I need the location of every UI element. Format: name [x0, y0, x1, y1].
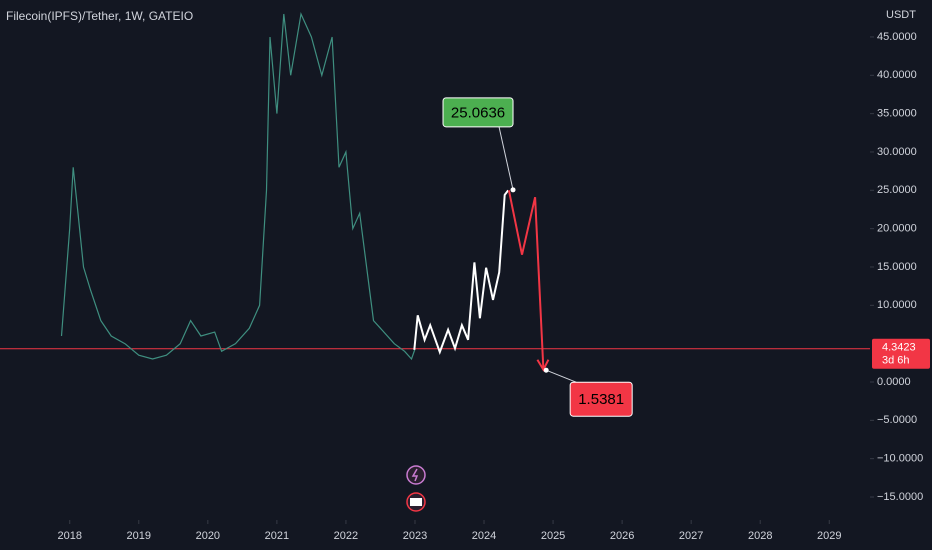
plot-area: [0, 11, 870, 372]
icon-flag: [410, 498, 422, 506]
price-tag-countdown: 3d 6h: [882, 355, 910, 367]
y-tick-label: 45.0000: [877, 31, 917, 43]
indicator-icons: [406, 465, 426, 512]
y-tick-label: 10.0000: [877, 299, 917, 311]
y-tick-label: 35.0000: [877, 108, 917, 120]
arrow-head: [536, 359, 550, 372]
x-tick-label: 2025: [541, 530, 565, 542]
annotation-point: [510, 187, 516, 193]
annotation-label: 25.0636: [451, 104, 505, 121]
y-tick-label: 20.0000: [877, 223, 917, 235]
price-tag-value: 4.3423: [882, 342, 916, 354]
icon-bolt: [411, 468, 419, 482]
annotation-box: [569, 381, 633, 417]
y-tick-label: −5.0000: [877, 414, 917, 426]
x-tick-label: 2028: [748, 530, 772, 542]
x-tick-label: 2026: [610, 530, 634, 542]
x-tick-label: 2024: [472, 530, 496, 542]
x-tick-label: 2019: [127, 530, 151, 542]
annotation-connector: [498, 126, 514, 190]
y-tick-label: 40.0000: [877, 69, 917, 81]
y-tick-label: 0.0000: [877, 376, 911, 388]
annotation-box: [442, 97, 514, 128]
annotation-point: [543, 367, 549, 373]
price-path: [60, 11, 416, 361]
chart-title: Filecoin(IPFS)/Tether, 1W, GATEIO: [6, 9, 193, 23]
annotation-connector: [545, 369, 577, 383]
icon: [406, 465, 426, 485]
price-path: [507, 190, 545, 370]
x-tick-label: 2020: [196, 530, 220, 542]
price-path: [413, 189, 509, 356]
annotation-label: 1.5381: [578, 391, 624, 408]
x-tick-label: 2029: [817, 530, 841, 542]
price-tag: [872, 338, 930, 369]
y-tick-label: 30.0000: [877, 146, 917, 158]
x-tick-label: 2022: [334, 530, 358, 542]
y-tick-label: 15.0000: [877, 261, 917, 273]
y-tick-label: −15.0000: [877, 491, 923, 503]
x-tick-label: 2018: [57, 530, 81, 542]
x-tick-label: 2027: [679, 530, 703, 542]
y-axis-label: USDT: [886, 9, 916, 21]
y-tick-label: −10.0000: [877, 453, 923, 465]
x-tick-label: 2021: [265, 530, 289, 542]
x-tick-label: 2023: [403, 530, 427, 542]
y-tick-label: 25.0000: [877, 184, 917, 196]
